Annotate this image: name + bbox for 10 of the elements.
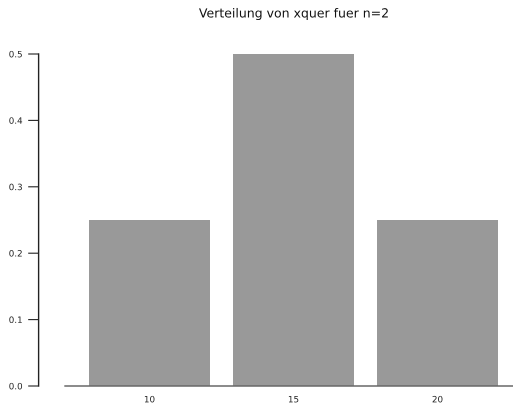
y-tick-label: 0.2 [9, 250, 22, 257]
y-tick-label: 0.3 [9, 184, 22, 190]
y-tick-label: 0.1 [9, 316, 22, 324]
y-tick-label: 0.5 [9, 50, 22, 58]
x-tick-label: 10 [144, 396, 154, 402]
x-tick-label: 20 [432, 396, 442, 402]
y-tick-label: 0.0 [9, 382, 22, 390]
chart-title: Verteilung von xquer fuer n=2 [199, 8, 388, 20]
y-tick-label: 0.4 [9, 117, 22, 124]
x-tick-label: 15 [288, 396, 298, 402]
